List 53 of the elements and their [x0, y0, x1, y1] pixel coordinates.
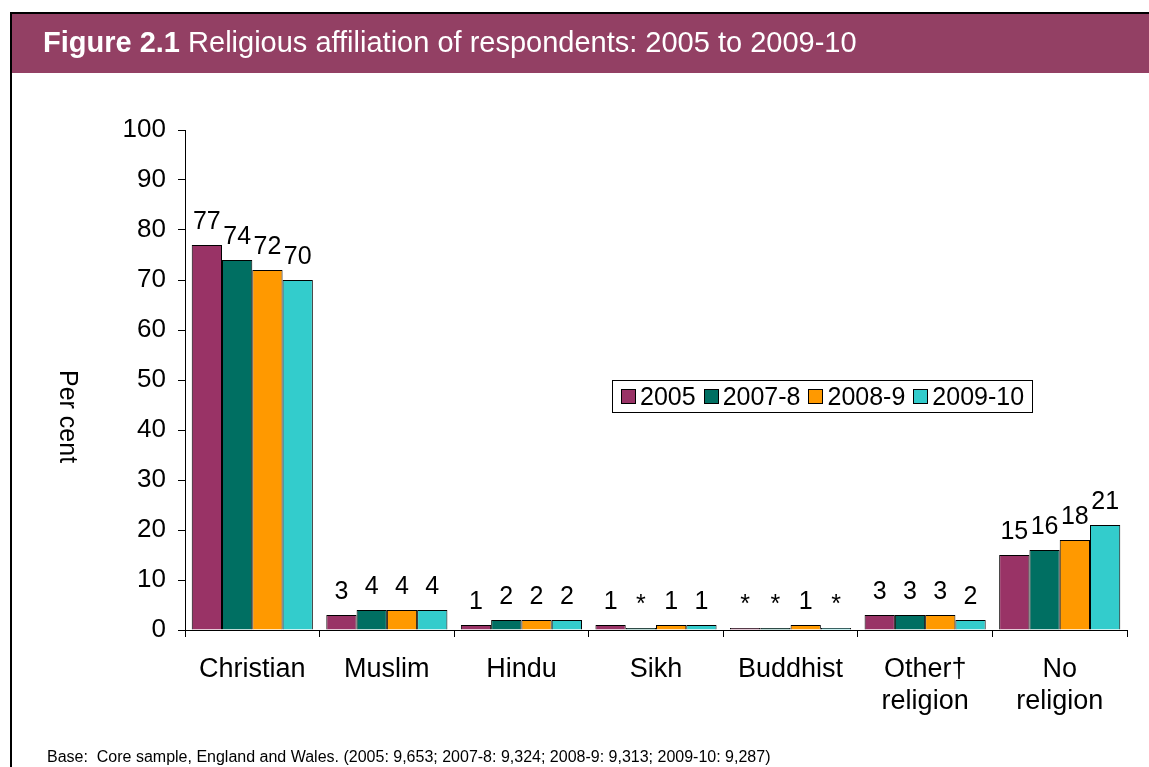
data-label: 77	[192, 206, 221, 234]
data-label: 15	[1000, 516, 1029, 544]
x-tick-label: Hindu	[486, 652, 557, 683]
data-label: 2	[559, 581, 574, 609]
data-label: 1	[469, 586, 483, 614]
text: Base: Core sample, England and Wales. (2005: 9,653; 2007-8: 9,324; 2008-9: 9,313; 2009-10: 9,287)	[47, 748, 771, 766]
data-label: *	[831, 589, 842, 617]
x-tick-label: Sikh	[629, 652, 683, 683]
legend-label: 2007-8	[722, 382, 801, 411]
y-tick-label: 90	[137, 163, 166, 194]
y-tick-label: 70	[137, 263, 166, 294]
x-tick-label: Muslim	[344, 652, 430, 683]
x-tick-label: No religion	[1016, 652, 1104, 716]
x-tick-label: Other† religion	[881, 652, 969, 716]
y-tick-label: 80	[137, 213, 166, 244]
data-label: 21	[1091, 486, 1120, 514]
data-label: *	[740, 589, 751, 617]
data-label: 1	[694, 586, 709, 614]
data-label: 4	[364, 571, 379, 599]
y-tick-label: 100	[122, 113, 166, 144]
data-label: 2	[499, 581, 514, 609]
data-label: 4	[395, 571, 410, 599]
chart-title: Figure 2.1 Religious affiliation of respondents: 2005 to 2009-10	[43, 26, 857, 60]
y-tick-label: 60	[137, 313, 166, 344]
y-tick-label: 20	[137, 513, 166, 544]
data-label: 3	[933, 576, 948, 604]
data-label: 3	[872, 576, 887, 604]
data-label: 3	[903, 576, 917, 604]
data-label: 3	[334, 576, 349, 604]
y-tick-label: 40	[137, 413, 166, 444]
data-label: 2	[529, 581, 544, 609]
data-label: 1	[664, 586, 679, 614]
x-tick-label: Buddhist	[738, 652, 844, 683]
legend-label: 2009-10	[932, 382, 1025, 411]
data-label: 72	[253, 231, 282, 259]
data-label: 2	[963, 581, 978, 609]
y-axis-title: Per cent	[54, 370, 83, 464]
data-label: 1	[603, 586, 618, 614]
y-tick-label: 30	[137, 463, 166, 494]
legend-label: 2008-9	[827, 382, 906, 411]
data-label: 16	[1030, 511, 1059, 539]
data-label: 70	[283, 241, 312, 269]
y-tick-label: 50	[137, 363, 166, 394]
data-label: 74	[223, 221, 252, 249]
legend-label: 2005	[640, 382, 696, 411]
data-label: 18	[1060, 501, 1089, 529]
data-label: *	[635, 589, 646, 617]
data-label: *	[770, 589, 781, 617]
y-tick-label: 10	[137, 563, 166, 594]
data-label: 4	[425, 571, 440, 599]
x-tick-label: Christian	[199, 652, 306, 683]
data-label: 1	[798, 586, 813, 614]
y-tick-label: 0	[151, 613, 166, 644]
